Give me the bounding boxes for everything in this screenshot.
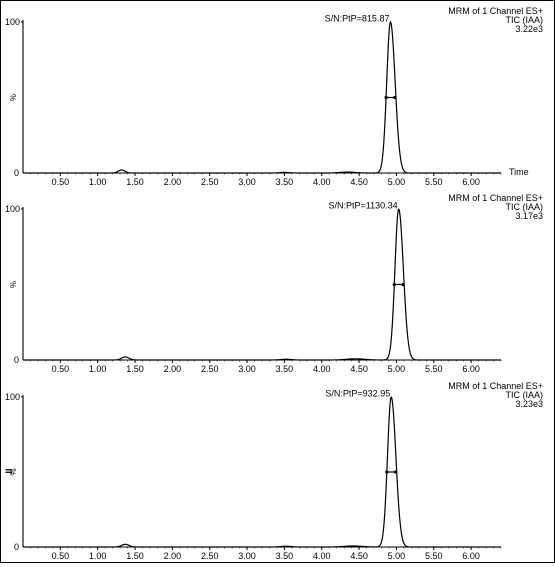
chart-header-intensity: 3.23e3 (515, 399, 543, 409)
x-tick-label: 2.00 (164, 177, 182, 187)
y-tick-label-100: 100 (5, 392, 20, 402)
chart-header-channel: MRM of 1 Channel ES+ (448, 6, 543, 16)
chart-header-channel: MRM of 1 Channel ES+ (448, 381, 543, 391)
chart-header-tic: TIC (IAA) (506, 390, 544, 400)
peak-width-marker-start (384, 95, 388, 100)
x-tick-label: 3.50 (276, 364, 294, 374)
x-tick-label: 2.50 (201, 364, 219, 374)
peak-width-marker-start (385, 470, 389, 474)
x-tick-label: 1.00 (89, 551, 107, 561)
x-tick-label: 2.50 (201, 177, 219, 187)
y-tick-label-0: 0 (14, 168, 19, 178)
y-axis-label: % (9, 94, 18, 101)
x-tick-label: 2.50 (201, 551, 219, 561)
x-tick-label: 2.00 (164, 551, 182, 561)
sn-label: S/N:PtP=932.95 (325, 389, 390, 399)
x-tick-label: 2.00 (164, 364, 182, 374)
y-tick-label-0: 0 (14, 542, 19, 552)
x-tick-label: 1.50 (126, 364, 144, 374)
x-tick-label: 3.00 (238, 364, 256, 374)
y-tick-label-100: 100 (5, 17, 20, 27)
peak-width-marker-end (393, 95, 397, 100)
y-tick-label-100: 100 (5, 204, 20, 214)
sn-label: S/N:PtP=1130.34 (329, 201, 398, 211)
x-tick-label: 0.50 (52, 551, 70, 561)
x-tick-label: 4.00 (313, 364, 331, 374)
x-tick-label: 5.50 (425, 177, 443, 187)
x-tick-label: 3.50 (276, 551, 294, 561)
peak-width-marker-start (392, 282, 396, 287)
y-axis-label: % (9, 468, 18, 475)
x-tick-label: 4.50 (350, 177, 368, 187)
x-tick-label: 5.00 (388, 551, 406, 561)
x-tick-label: 0.50 (52, 364, 70, 374)
x-tick-label: 5.50 (425, 551, 443, 561)
x-tick-label: 4.00 (313, 177, 331, 187)
peak-width-marker-end (401, 282, 405, 287)
x-tick-label: 4.50 (350, 364, 368, 374)
y-axis-label: % (9, 281, 18, 288)
x-tick-label: 0.50 (52, 177, 70, 187)
peak-width-marker-end (394, 470, 398, 474)
y-tick-label-0: 0 (14, 355, 19, 365)
chromatogram-trace (23, 208, 501, 361)
x-tick-label: 5.50 (425, 364, 443, 374)
x-tick-label: 4.50 (350, 551, 368, 561)
chart-header-intensity: 3.17e3 (515, 211, 543, 221)
x-tick-label: 5.00 (388, 177, 406, 187)
chromatogram-trace (23, 20, 501, 174)
x-tick-label: 1.50 (126, 177, 144, 187)
x-tick-label: 6.00 (462, 364, 480, 374)
chromatogram-trace (23, 396, 501, 548)
sn-label: S/N:PtP=815.87 (325, 14, 390, 24)
x-tick-label: 5.00 (388, 364, 406, 374)
x-tick-label: 1.00 (89, 177, 107, 187)
chart-header-tic: TIC (IAA) (506, 202, 544, 212)
side-marker: II (4, 468, 14, 473)
chart-header-channel: MRM of 1 Channel ES+ (448, 193, 543, 203)
x-tick-label: 3.00 (238, 551, 256, 561)
chart-header-intensity: 3.22e3 (515, 24, 543, 34)
x-tick-label: 1.00 (89, 364, 107, 374)
chart-header-tic: TIC (IAA) (506, 15, 544, 25)
x-tick-label: 4.00 (313, 551, 331, 561)
x-tick-label: 3.00 (238, 177, 256, 187)
x-tick-label: 6.00 (462, 177, 480, 187)
x-axis-label: Time (509, 167, 529, 177)
x-tick-label: 3.50 (276, 177, 294, 187)
x-tick-label: 6.00 (462, 551, 480, 561)
x-tick-label: 1.50 (126, 551, 144, 561)
